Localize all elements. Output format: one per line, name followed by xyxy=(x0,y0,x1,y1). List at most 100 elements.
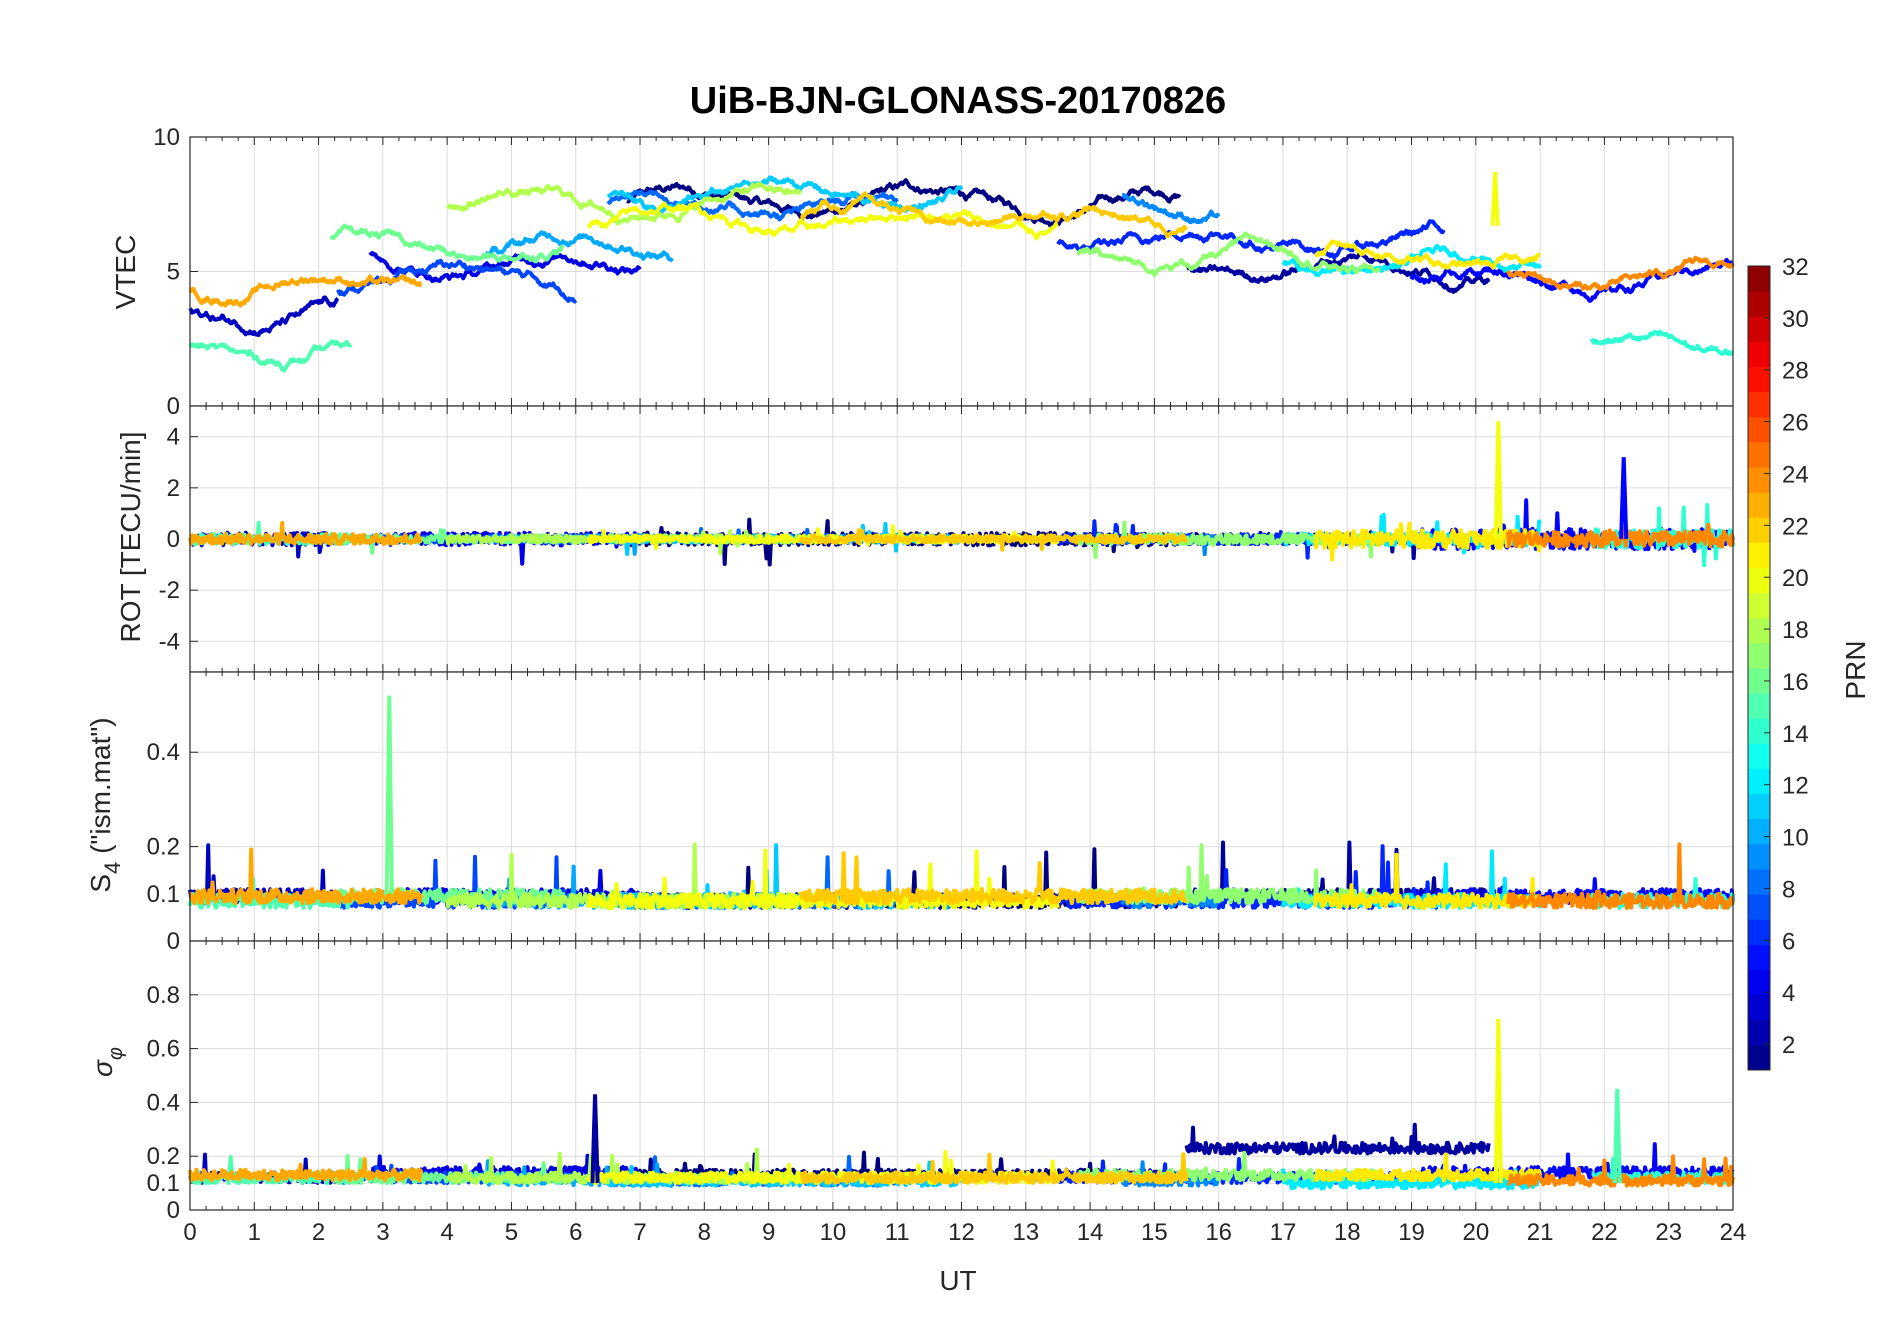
colorbar-tick-label: 6 xyxy=(1782,928,1795,955)
colorbar-band xyxy=(1748,592,1770,619)
colorbar-band xyxy=(1748,416,1770,443)
colorbar-tick-label: 22 xyxy=(1782,513,1809,540)
colorbar-band xyxy=(1748,341,1770,367)
colorbar-band xyxy=(1748,693,1770,719)
colorbar-band xyxy=(1748,366,1770,393)
vtec-series-prn-21 xyxy=(1314,239,1542,270)
sigma-ylabel-main: σ xyxy=(87,1059,118,1077)
colorbar-band xyxy=(1748,768,1770,795)
colorbar-tick-label: 28 xyxy=(1782,358,1809,385)
colorbar-band xyxy=(1748,1044,1770,1071)
colorbar-band xyxy=(1748,316,1770,342)
rot-peak xyxy=(1619,457,1629,540)
colorbar-frame xyxy=(1747,265,1771,1071)
colorbar-band xyxy=(1748,567,1770,594)
rot-ytick-label: -2 xyxy=(159,577,180,604)
colorbar-band xyxy=(1748,1019,1770,1046)
rot-series-prn-22 xyxy=(798,528,1189,552)
vtec-series-prn-10 xyxy=(484,230,674,263)
sigma-ytick-label: 0.6 xyxy=(147,1036,180,1063)
sigma-phi-panel: 00.10.2 0.4 0.6 0.8 xyxy=(147,940,1735,1224)
x-tick-label: 6 xyxy=(569,1219,582,1246)
x-tick-label: 17 xyxy=(1270,1219,1297,1246)
colorbar-band xyxy=(1748,668,1770,694)
vtec-series-prn-23 xyxy=(188,274,423,308)
sigma-ylabel-sub: φ xyxy=(105,1047,127,1060)
vtec-series-prn-18 xyxy=(446,181,803,226)
colorbar-band xyxy=(1748,642,1770,669)
s4-ylabel-rest: ("ism.mat") xyxy=(85,717,116,861)
colorbar-tick-label: 8 xyxy=(1782,876,1795,903)
x-tick-label: 22 xyxy=(1591,1219,1618,1246)
rot-ytick-label: -4 xyxy=(159,628,180,655)
x-tick-label: 3 xyxy=(376,1219,389,1246)
x-tick-label: 5 xyxy=(505,1219,518,1246)
x-tick-label: 20 xyxy=(1462,1219,1489,1246)
vtec-series-prn-12 xyxy=(1281,244,1542,278)
x-tick-label: 16 xyxy=(1205,1219,1232,1246)
colorbar-band xyxy=(1748,467,1770,493)
rot-peak xyxy=(1493,421,1503,540)
sigma-peak xyxy=(1493,1018,1503,1184)
vtec-series-prn-9 xyxy=(1121,192,1221,225)
x-tick-label: 23 xyxy=(1655,1219,1682,1246)
sigma-ytick-label: 0 xyxy=(167,1197,180,1224)
x-tick-label: 18 xyxy=(1334,1219,1361,1246)
colorbar-band xyxy=(1748,492,1770,518)
rot-ylabel: ROT [TECU/min] xyxy=(115,431,146,642)
colorbar-band xyxy=(1748,718,1770,744)
colorbar-band xyxy=(1748,743,1770,769)
s4-ylabel-main: S xyxy=(85,874,116,893)
x-tick-label: 21 xyxy=(1527,1219,1554,1246)
x-tick-label: 7 xyxy=(633,1219,646,1246)
s4-ylabel: S4 ("ism.mat") xyxy=(85,717,125,892)
colorbar-band xyxy=(1748,869,1770,895)
sigma-frame xyxy=(189,940,1734,1211)
x-tick-label: 19 xyxy=(1398,1219,1425,1246)
s4-series-prn-23 xyxy=(189,847,424,906)
vtec-ylabel: VTEC xyxy=(110,235,141,310)
vtec-series-prn-17 xyxy=(1076,231,1382,277)
colorbar-band xyxy=(1748,919,1770,945)
colorbar-band xyxy=(1748,617,1770,644)
s4-ytick-label: 0.4 xyxy=(147,739,180,766)
colorbar-band xyxy=(1748,818,1770,845)
vtec-series-prn-20 xyxy=(586,201,1059,241)
colorbar-band xyxy=(1748,266,1770,292)
colorbar-tick-label: 32 xyxy=(1782,254,1809,281)
colorbar-label: PRN xyxy=(1840,640,1871,699)
colorbar-tick-label: 26 xyxy=(1782,410,1809,437)
s4-ylabel-sub: 4 xyxy=(100,862,125,874)
sigma-series-prn-22 xyxy=(799,1152,1189,1185)
vtec-ytick-label: 0 xyxy=(167,393,180,420)
rot-series-prn-23 xyxy=(188,520,423,547)
vtec-series-prn-3 xyxy=(188,295,340,337)
vtec-series-prn-14 xyxy=(1589,329,1734,356)
s4-series-prn-15 xyxy=(188,877,353,910)
colorbar-tick-label: 30 xyxy=(1782,306,1809,333)
sigma-peak xyxy=(590,1094,600,1184)
x-tick-label: 15 xyxy=(1141,1219,1168,1246)
x-tick-label: 2 xyxy=(312,1219,325,1246)
vtec-peak xyxy=(1490,171,1500,226)
vtec-series-prn-24 xyxy=(1506,255,1735,292)
colorbar-band xyxy=(1748,391,1770,418)
sigma-peak xyxy=(1612,1088,1622,1184)
vtec-series-prn-22 xyxy=(799,191,1188,239)
x-tick-label: 0 xyxy=(183,1219,196,1246)
s4-ytick-label: 0.1 xyxy=(147,881,180,908)
vtec-series-prn-16 xyxy=(329,223,565,264)
s4-panel: 0 0.1 0.2 0.4 xyxy=(147,671,1735,955)
colorbar-band xyxy=(1748,441,1770,468)
x-tick-label: 12 xyxy=(948,1219,975,1246)
rot-ytick-label: 4 xyxy=(167,424,180,451)
colorbar-tick-label: 12 xyxy=(1782,773,1809,800)
vtec-panel: 0 5 10 xyxy=(153,124,1735,420)
x-tick-label: 11 xyxy=(885,1219,910,1246)
s4-ytick-label: 0.2 xyxy=(147,834,180,861)
x-axis-label: UT xyxy=(939,1265,976,1296)
colorbar-tick-label: 4 xyxy=(1782,980,1795,1007)
colorbar-band xyxy=(1748,843,1770,870)
s4-series-prn-22 xyxy=(798,851,1189,906)
